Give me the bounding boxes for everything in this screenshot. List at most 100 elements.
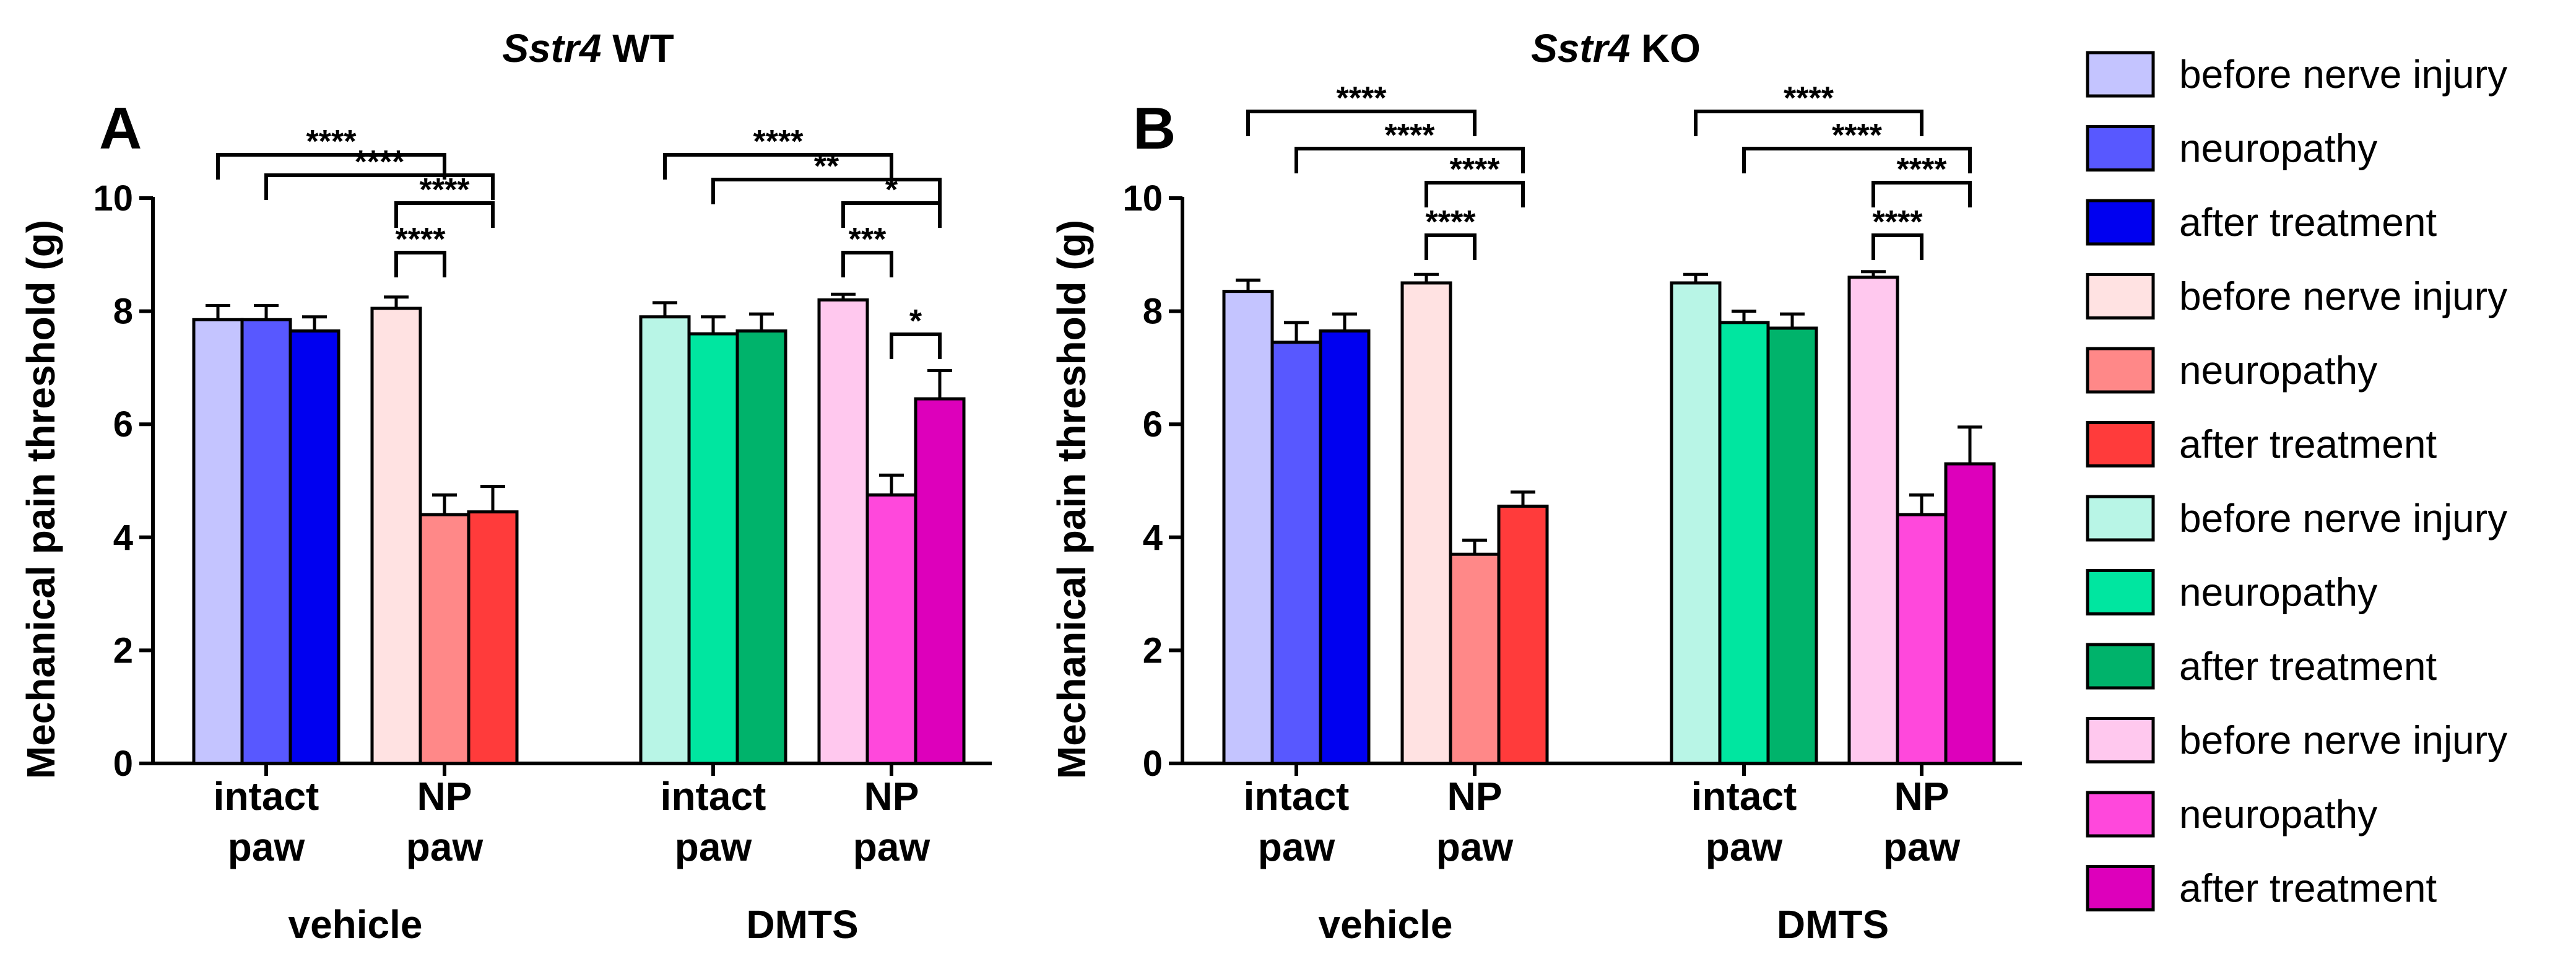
legend-swatch (2086, 569, 2155, 615)
category-label-line2: paw (1258, 825, 1335, 869)
category-label-line1: NP (864, 774, 919, 819)
chart-title: Sstr4 KO (1531, 26, 1701, 71)
bar (865, 493, 917, 765)
significance-label: **** (1832, 118, 1883, 154)
category-label-line1: intact (1691, 774, 1797, 819)
y-tick-label: 6 (113, 404, 133, 445)
y-tick-label: 4 (113, 518, 133, 558)
significance-label: **** (420, 172, 471, 208)
legend-swatch (2086, 643, 2155, 690)
y-tick-label: 0 (113, 744, 133, 784)
significance-bracket (264, 173, 495, 200)
significance-label: **** (1897, 152, 1948, 188)
y-axis-label: Mechanical pain threshold (g) (1049, 220, 1094, 779)
significance-bracket (1694, 110, 1923, 136)
legend: before nerve injury neuropathy after treat… (2086, 51, 2507, 911)
significance-bracket (841, 201, 942, 228)
significance-bracket (1742, 147, 1972, 173)
significance-bracket (890, 332, 942, 359)
legend-label: after treatment (2179, 866, 2437, 911)
significance-label: **** (1337, 80, 1387, 116)
category-label-line2: paw (853, 825, 930, 869)
significance-bracket (1425, 233, 1477, 260)
legend-swatch (2086, 865, 2155, 911)
legend-label: before nerve injury (2179, 52, 2507, 97)
y-tick-label: 10 (1122, 178, 1163, 219)
title-genotype: KO (1630, 26, 1701, 71)
significance-label: **** (1873, 204, 1923, 240)
category-label-line1: intact (661, 774, 766, 819)
legend-label: neuropathy (2179, 126, 2377, 171)
bar (735, 329, 787, 765)
significance-label: *** (849, 222, 887, 258)
category-label-line1: intact (1244, 774, 1350, 819)
bar (1766, 326, 1818, 765)
significance-label: **** (1426, 204, 1477, 240)
category-label-line2: paw (228, 825, 305, 869)
legend-swatch (2086, 125, 2155, 172)
legend-label: neuropathy (2179, 348, 2377, 393)
bar (370, 306, 422, 765)
bar (1497, 505, 1549, 765)
significance-bracket (1246, 110, 1477, 136)
category-label-line1: NP (1894, 774, 1949, 819)
y-tick-label: 8 (113, 292, 133, 332)
legend-swatch (2086, 199, 2155, 246)
group-label: vehicle (1318, 902, 1452, 947)
chart-title: Sstr4 WT (502, 26, 674, 71)
significance-label: **** (355, 144, 405, 180)
significance-label: ** (814, 149, 839, 185)
legend-label: after treatment (2179, 422, 2437, 467)
significance-label: **** (1450, 152, 1501, 188)
significance-bracket (394, 201, 495, 228)
bar (1319, 329, 1371, 765)
category-label-line2: paw (1706, 825, 1783, 869)
legend-label: before nerve injury (2179, 496, 2507, 541)
legend-swatch (2086, 717, 2155, 763)
category-label-line2: paw (406, 825, 484, 869)
significance-bracket (1295, 147, 1525, 173)
panel-a: Sstr4 WT A Mechanical pain threshold (g) 0 2… (19, 26, 992, 947)
legend-label: before nerve injury (2179, 718, 2507, 763)
legend-swatch (2086, 347, 2155, 394)
significance-label: **** (396, 222, 446, 258)
bar (467, 510, 519, 765)
bar (914, 397, 966, 765)
panel-letter: B (1133, 95, 1176, 162)
significance-bracket (394, 251, 446, 277)
category-label-line2: paw (675, 825, 752, 869)
y-tick-label: 2 (113, 630, 133, 671)
group-label: DMTS (1777, 902, 1889, 947)
title-gene: Sstr4 (1531, 26, 1630, 71)
legend-swatch (2086, 51, 2155, 98)
bar (192, 318, 244, 765)
bar (1847, 276, 1899, 765)
legend-swatch (2086, 273, 2155, 319)
significance-bracket (1871, 233, 1923, 260)
significance-bracket (216, 153, 446, 180)
title-gene: Sstr4 (502, 26, 601, 71)
bar (1718, 321, 1770, 765)
y-tick-label: 10 (93, 178, 133, 219)
group-label: vehicle (288, 902, 422, 947)
legend-swatch (2086, 791, 2155, 838)
group-label: DMTS (746, 902, 858, 947)
category-label-line2: paw (1436, 825, 1514, 869)
bar (418, 513, 471, 765)
significance-bracket (841, 251, 893, 277)
bar (1400, 281, 1452, 765)
significance-label: **** (1385, 118, 1436, 154)
panel-letter: A (99, 95, 142, 162)
legend-label: after treatment (2179, 200, 2437, 245)
significance-label: **** (1784, 80, 1834, 116)
y-tick-label: 4 (1143, 518, 1163, 558)
bar (1222, 290, 1274, 765)
significance-bracket (663, 153, 893, 180)
significance-label: * (909, 303, 922, 339)
legend-label: neuropathy (2179, 570, 2377, 615)
bar (288, 329, 340, 765)
legend-label: after treatment (2179, 644, 2437, 689)
significance-label: * (885, 172, 898, 208)
category-label-line2: paw (1883, 825, 1961, 869)
bar (1944, 462, 1996, 765)
